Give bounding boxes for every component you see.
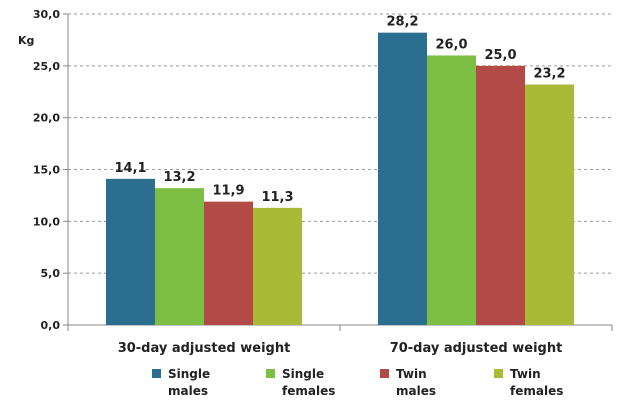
data-label: 26,0 (435, 37, 467, 52)
data-label: 11,9 (212, 184, 244, 199)
y-tick-label: 20,0 (33, 112, 60, 125)
category-label: 70-day adjusted weight (390, 341, 563, 356)
bar (378, 32, 427, 325)
data-label: 25,0 (484, 48, 516, 63)
legend: Single males Single females Twin males Twin fem… (152, 367, 563, 398)
data-label: 14,1 (114, 161, 146, 176)
legend-label: Single (168, 367, 210, 381)
data-label: 23,2 (533, 66, 565, 81)
data-labels: 14,1 13,2 11,9 11,3 28,2 26,0 25,0 23,2 (114, 15, 565, 205)
legend-swatch (494, 369, 503, 378)
y-tick-label: 5,0 (41, 267, 61, 280)
legend-label: Single (282, 367, 324, 381)
bar (476, 65, 525, 325)
y-tick-label: 10,0 (33, 215, 60, 228)
bar (155, 188, 204, 325)
bar (525, 84, 574, 325)
legend-swatch (152, 369, 161, 378)
legend-label: females (282, 384, 335, 398)
bar (106, 178, 155, 325)
y-tick-label: 15,0 (33, 164, 60, 177)
data-label: 13,2 (163, 170, 195, 185)
bar (204, 201, 253, 325)
x-axis-categories: 30-day adjusted weight 70-day adjusted we… (118, 341, 563, 356)
legend-label: males (168, 384, 208, 398)
legend-label: Twin (396, 367, 427, 381)
bar (253, 207, 302, 325)
legend-label: females (510, 384, 563, 398)
legend-swatch (380, 369, 389, 378)
category-label: 30-day adjusted weight (118, 341, 291, 356)
y-tick-label: 25,0 (33, 60, 60, 73)
data-label: 11,3 (261, 190, 293, 205)
legend-label: Twin (510, 367, 541, 381)
y-tick-label: 30,0 (33, 8, 60, 21)
y-axis-label: Kg (18, 34, 34, 47)
bar (427, 55, 476, 325)
legend-label: males (396, 384, 436, 398)
legend-swatch (266, 369, 275, 378)
data-label: 28,2 (386, 15, 418, 30)
bars (106, 32, 574, 325)
y-tick-label: 0,0 (41, 319, 61, 332)
